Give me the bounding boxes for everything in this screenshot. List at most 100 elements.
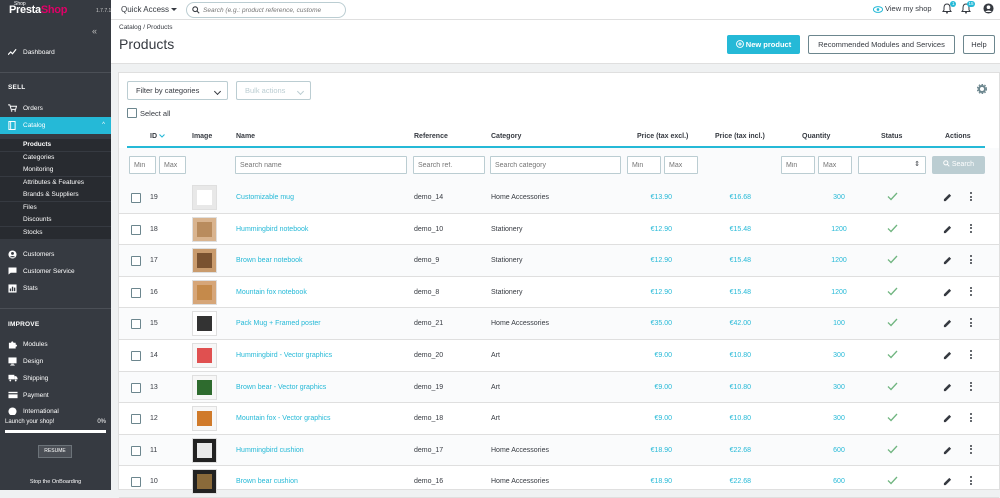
- table-row[interactable]: 15 Pack Mug + Framed poster demo_21 Home Ac…: [119, 308, 999, 340]
- sidebar-item-shipping[interactable]: Shipping: [0, 370, 111, 387]
- product-name-link[interactable]: Brown bear notebook: [236, 257, 303, 265]
- edit-icon[interactable]: [943, 446, 952, 455]
- price-excl[interactable]: €35.00: [650, 320, 672, 328]
- edit-icon[interactable]: [943, 414, 952, 423]
- product-quantity[interactable]: 300: [833, 194, 845, 201]
- sidebar-item-orders[interactable]: Orders: [0, 100, 111, 117]
- price-incl[interactable]: €15.48: [729, 288, 751, 296]
- status-select[interactable]: ⇕: [858, 156, 926, 174]
- check-icon[interactable]: [887, 413, 898, 422]
- sidebar-sub-brands[interactable]: Brands & Suppliers: [0, 189, 111, 201]
- price-incl[interactable]: €10.80: [729, 352, 751, 359]
- price-excl[interactable]: €12.90: [650, 225, 672, 233]
- price-incl[interactable]: €15.48: [729, 257, 751, 265]
- more-actions-icon[interactable]: [970, 350, 973, 361]
- product-image[interactable]: [192, 469, 217, 495]
- search-box[interactable]: [186, 2, 346, 18]
- product-quantity[interactable]: 600: [833, 446, 845, 454]
- price-incl[interactable]: €15.48: [729, 225, 751, 233]
- table-row[interactable]: 14 Hummingbird - Vector graphics demo_20 Ar…: [119, 340, 999, 372]
- product-name-link[interactable]: Brown bear - Vector graphics: [236, 383, 327, 391]
- product-quantity[interactable]: 1200: [831, 288, 847, 296]
- column-header-price-excl[interactable]: Price (tax excl.): [637, 133, 689, 140]
- check-icon[interactable]: [887, 318, 898, 327]
- row-checkbox[interactable]: [131, 351, 141, 361]
- column-header-id[interactable]: ID: [150, 133, 165, 140]
- product-name-link[interactable]: Brown bear cushion: [236, 478, 298, 486]
- more-actions-icon[interactable]: [970, 444, 973, 456]
- product-quantity[interactable]: 1200: [831, 257, 847, 265]
- check-icon[interactable]: [887, 287, 898, 296]
- check-icon[interactable]: [887, 350, 898, 359]
- price-excl[interactable]: €9.00: [654, 415, 672, 423]
- view-shop-link[interactable]: View my shop: [872, 4, 932, 13]
- edit-icon[interactable]: [943, 193, 952, 202]
- sidebar-sub-products[interactable]: Products: [0, 139, 111, 151]
- column-header-status[interactable]: Status: [881, 133, 903, 140]
- sidebar-sub-categories[interactable]: Categories: [0, 151, 111, 164]
- collapse-sidebar-icon[interactable]: «: [92, 26, 98, 36]
- qty-min-input[interactable]: [781, 156, 815, 174]
- table-row[interactable]: 12 Mountain fox - Vector graphics demo_18 A…: [119, 403, 999, 435]
- product-quantity[interactable]: 300: [833, 383, 845, 391]
- row-checkbox[interactable]: [131, 382, 141, 393]
- table-row[interactable]: 16 Mountain fox notebook demo_8 Stationery €…: [119, 277, 999, 309]
- column-header-reference[interactable]: Reference: [414, 133, 448, 140]
- product-name-link[interactable]: Hummingbird notebook: [236, 225, 309, 233]
- price-excl[interactable]: €9.00: [654, 352, 672, 359]
- column-header-quantity[interactable]: Quantity: [802, 133, 831, 140]
- new-product-button[interactable]: New product: [727, 35, 800, 54]
- quick-access-menu[interactable]: Quick Access: [121, 5, 178, 14]
- check-icon[interactable]: [887, 192, 898, 201]
- bulk-actions-dropdown[interactable]: Bulk actions: [236, 81, 311, 100]
- product-image[interactable]: [192, 248, 217, 274]
- product-image[interactable]: [192, 216, 217, 242]
- product-image[interactable]: [192, 343, 217, 368]
- sidebar-item-catalog[interactable]: Catalog ^: [0, 117, 111, 134]
- sidebar-item-dashboard[interactable]: Dashboard: [0, 44, 111, 61]
- table-row[interactable]: 13 Brown bear - Vector graphics demo_19 Art…: [119, 371, 999, 404]
- row-checkbox[interactable]: [131, 445, 141, 456]
- price-min-input[interactable]: [627, 156, 661, 174]
- sidebar-item-customers[interactable]: Customers: [0, 246, 111, 263]
- notifications-button[interactable]: 1: [942, 1, 956, 16]
- product-name-link[interactable]: Pack Mug + Framed poster: [236, 320, 321, 328]
- price-incl[interactable]: €22.68: [729, 478, 751, 486]
- edit-icon[interactable]: [943, 351, 952, 360]
- id-min-input[interactable]: [129, 156, 156, 174]
- account-button[interactable]: [983, 3, 994, 16]
- table-row[interactable]: 10 Brown bear cushion demo_16 Home Accessor…: [119, 466, 999, 498]
- price-excl[interactable]: €9.00: [654, 383, 672, 391]
- edit-icon[interactable]: [943, 319, 952, 328]
- sidebar-item-modules[interactable]: Modules: [0, 336, 111, 353]
- product-image[interactable]: [192, 374, 217, 400]
- select-all-checkbox[interactable]: [127, 108, 137, 118]
- product-name-link[interactable]: Hummingbird cushion: [236, 446, 304, 454]
- sidebar-sub-discounts[interactable]: Discounts: [0, 214, 111, 226]
- check-icon[interactable]: [887, 476, 898, 485]
- price-incl[interactable]: €42.00: [729, 320, 751, 328]
- column-header-name[interactable]: Name: [236, 133, 256, 140]
- row-checkbox[interactable]: [131, 256, 141, 267]
- product-quantity[interactable]: 100: [833, 320, 845, 328]
- product-name-link[interactable]: Mountain fox - Vector graphics: [236, 415, 331, 423]
- more-actions-icon[interactable]: [970, 223, 973, 235]
- search-ref-input[interactable]: [413, 156, 485, 174]
- table-row[interactable]: 19 Customizable mug demo_14 Home Accessorie…: [119, 182, 999, 214]
- edit-icon[interactable]: [943, 256, 952, 265]
- stop-onboarding-link[interactable]: Stop the OnBoarding: [29, 479, 82, 485]
- row-checkbox[interactable]: [131, 287, 141, 298]
- recommended-modules-button[interactable]: Recommended Modules and Services: [808, 35, 955, 54]
- price-incl[interactable]: €10.80: [729, 415, 751, 423]
- more-actions-icon[interactable]: [970, 192, 973, 203]
- check-icon[interactable]: [887, 255, 898, 264]
- column-header-category[interactable]: Category: [491, 133, 522, 140]
- sidebar-sub-stocks[interactable]: Stocks: [0, 226, 111, 239]
- id-max-input[interactable]: [159, 156, 186, 174]
- price-excl[interactable]: €12.90: [650, 288, 672, 296]
- more-actions-icon[interactable]: [970, 286, 973, 298]
- search-category-input[interactable]: [490, 156, 621, 174]
- gear-icon[interactable]: [977, 84, 987, 94]
- orders-notification-button[interactable]: 15: [961, 1, 975, 16]
- product-image[interactable]: [192, 437, 217, 463]
